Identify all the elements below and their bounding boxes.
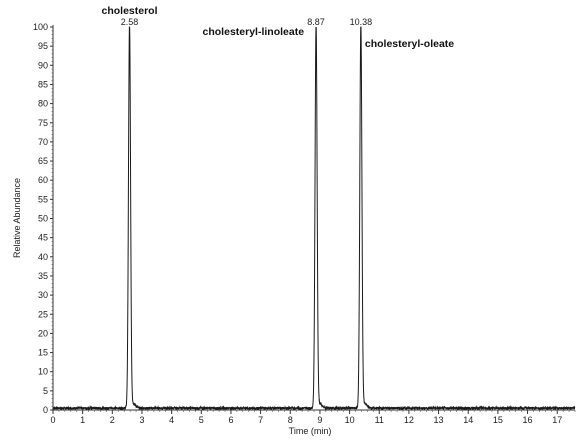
x-tick-label: 12 [404, 415, 414, 425]
y-tick-label: 10 [38, 367, 48, 377]
y-tick-label: 25 [38, 309, 48, 319]
y-tick-label: 70 [38, 137, 48, 147]
y-tick-label: 0 [43, 405, 48, 415]
x-tick-label: 11 [375, 415, 384, 425]
y-axis-title: Relative Abundance [12, 178, 22, 258]
x-tick-label: 4 [169, 415, 174, 425]
x-tick-label: 13 [434, 415, 444, 425]
y-tick-label: 95 [38, 41, 48, 51]
y-tick-label: 65 [38, 156, 48, 166]
x-tick-label: 5 [199, 415, 204, 425]
axes-layer: 0510152025303540455055606570758085909510… [33, 22, 576, 425]
x-tick-label: 8 [288, 415, 293, 425]
y-tick-label: 55 [38, 194, 48, 204]
y-tick-label: 75 [38, 118, 48, 128]
peak-compound-label: cholesteryl-oleate [365, 38, 454, 50]
y-tick-label: 30 [38, 290, 48, 300]
peak-retention-time-label: 8.87 [307, 17, 325, 27]
x-tick-label: 14 [463, 415, 473, 425]
y-tick-label: 35 [38, 271, 48, 281]
x-tick-label: 9 [317, 415, 322, 425]
x-axis-title: Time (min) [289, 426, 332, 436]
x-tick-label: 15 [493, 415, 503, 425]
peak-retention-time-label: 10.38 [350, 17, 373, 27]
y-tick-label: 90 [38, 60, 48, 70]
y-tick-label: 100 [33, 22, 48, 32]
x-tick-label: 3 [139, 415, 144, 425]
label-layer: 2.58 8.87 10.38 cholesterol cholesteryl-lino… [102, 5, 455, 50]
y-tick-label: 85 [38, 79, 48, 89]
x-tick-label: 1 [80, 415, 85, 425]
peak-compound-label: cholesterol [102, 5, 158, 17]
y-tick-label: 45 [38, 233, 48, 243]
peak-compound-label: cholesteryl-linoleate [203, 26, 305, 38]
y-tick-label: 80 [38, 99, 48, 109]
y-tick-label: 5 [43, 386, 48, 396]
x-tick-label: 6 [228, 415, 233, 425]
trace-layer [52, 26, 576, 412]
y-tick-label: 20 [38, 328, 48, 338]
chromatogram-trace [52, 26, 576, 412]
x-tick-label: 10 [345, 415, 355, 425]
x-tick-label: 2 [110, 415, 115, 425]
x-tick-label: 7 [258, 415, 263, 425]
peak-retention-time-label: 2.58 [121, 17, 139, 27]
y-tick-label: 60 [38, 175, 48, 185]
x-tick-label: 17 [552, 415, 562, 425]
x-tick-label: 0 [50, 415, 55, 425]
y-tick-label: 40 [38, 252, 48, 262]
x-tick-label: 16 [523, 415, 533, 425]
y-tick-label: 50 [38, 214, 48, 224]
y-tick-label: 15 [38, 348, 48, 358]
